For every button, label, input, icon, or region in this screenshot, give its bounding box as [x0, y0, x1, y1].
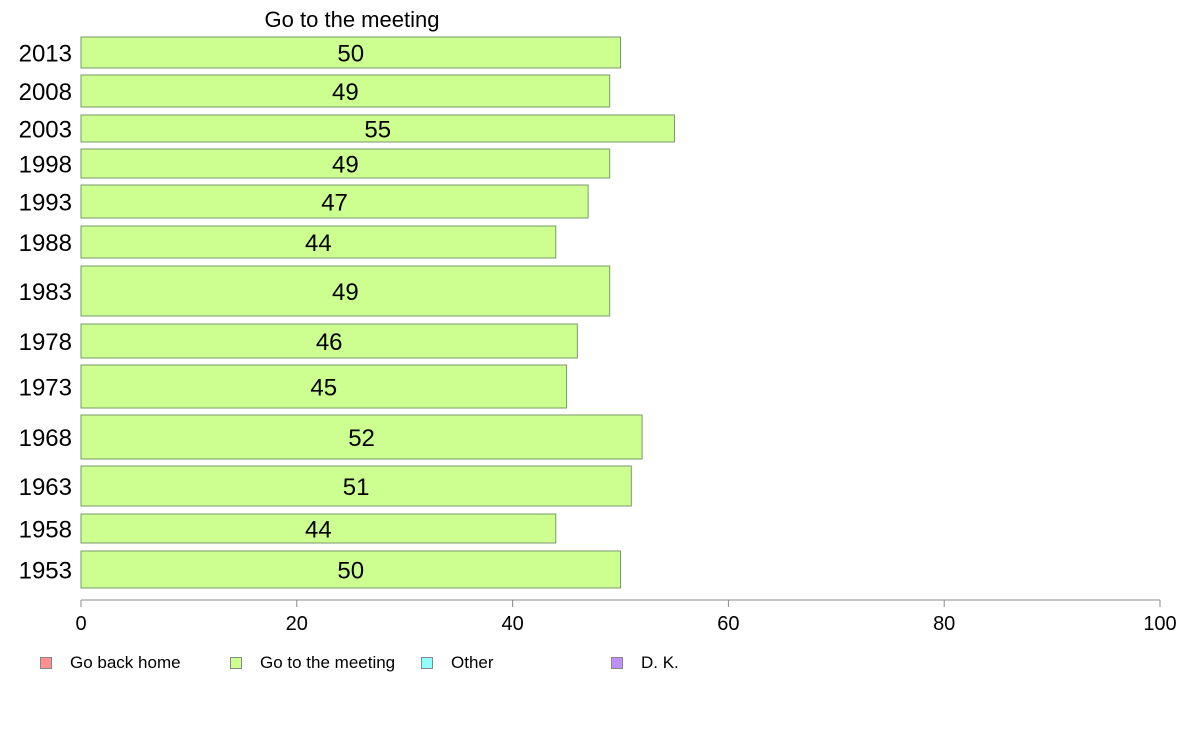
- x-tick-label-80: 80: [933, 613, 955, 635]
- data-label-1968: 52: [348, 425, 375, 452]
- bar-1998: [80, 148, 611, 179]
- bar-1983: [80, 265, 611, 317]
- legend: Go back home Go to the meeting Other D. …: [40, 652, 740, 676]
- legend-swatch-go-to-the-meeting: [230, 657, 242, 669]
- data-label-1963: 51: [343, 474, 370, 501]
- data-label-2003: 55: [364, 117, 391, 144]
- data-label-1988: 44: [305, 230, 332, 257]
- data-label-1953: 50: [337, 558, 364, 585]
- x-tick-label-0: 0: [75, 613, 86, 635]
- legend-swatch-other: [421, 657, 433, 669]
- category-label-2008: 2008: [19, 79, 72, 106]
- bar-1968: [80, 414, 643, 460]
- category-label-2003: 2003: [19, 117, 72, 144]
- category-label-1973: 1973: [19, 375, 72, 402]
- category-label-1953: 1953: [19, 558, 72, 585]
- legend-label-go-to-the-meeting: Go to the meeting: [260, 653, 396, 672]
- x-axis: 0 20 40 60 80 100: [75, 599, 1177, 635]
- data-label-2013: 50: [337, 41, 364, 68]
- x-tick-label-40: 40: [501, 613, 523, 635]
- category-label-1983: 1983: [19, 279, 72, 306]
- bar-1958: [80, 513, 557, 544]
- bar-1978: [80, 323, 578, 359]
- legend-label-other: Other: [451, 653, 494, 672]
- legend-item-go-back-home: Go back home: [40, 652, 181, 674]
- category-label-1978: 1978: [19, 329, 72, 356]
- bar-1953: [80, 550, 621, 589]
- category-label-1958: 1958: [19, 517, 72, 544]
- x-tick-label-60: 60: [717, 613, 739, 635]
- bar-1963: [80, 465, 632, 507]
- data-label-1958: 44: [305, 517, 332, 544]
- bars-group: 50 2013 49 2008 55 2003 49 1998 47 1993 44 1988 49 19…: [19, 36, 675, 589]
- bar-1993: [80, 184, 589, 219]
- legend-item-go-to-the-meeting: Go to the meeting: [230, 652, 395, 674]
- category-label-1998: 1998: [19, 152, 72, 179]
- category-label-1963: 1963: [19, 474, 72, 501]
- panel-title: Go to the meeting: [265, 7, 440, 32]
- legend-swatch-go-back-home: [40, 657, 52, 669]
- category-label-1993: 1993: [19, 190, 72, 217]
- x-tick-label-20: 20: [286, 613, 308, 635]
- bar-2008: [80, 74, 611, 108]
- category-label-1988: 1988: [19, 230, 72, 257]
- data-label-1993: 47: [321, 190, 348, 217]
- bar-2013: [80, 36, 621, 69]
- bar-2003: [80, 114, 675, 143]
- legend-label-go-back-home: Go back home: [70, 653, 181, 672]
- legend-item-dk: D. K.: [611, 652, 679, 674]
- data-label-2008: 49: [332, 79, 359, 106]
- legend-swatch-dk: [611, 657, 623, 669]
- bar-1973: [80, 364, 568, 409]
- x-tick-label-100: 100: [1143, 613, 1176, 635]
- data-label-1983: 49: [332, 279, 359, 306]
- bar-1988: [80, 225, 557, 259]
- data-label-1978: 46: [316, 329, 343, 356]
- data-label-1973: 45: [310, 375, 337, 402]
- legend-label-dk: D. K.: [641, 653, 679, 672]
- category-label-1968: 1968: [19, 425, 72, 452]
- data-label-1998: 49: [332, 152, 359, 179]
- legend-item-other: Other: [421, 652, 494, 674]
- category-label-2013: 2013: [19, 41, 72, 68]
